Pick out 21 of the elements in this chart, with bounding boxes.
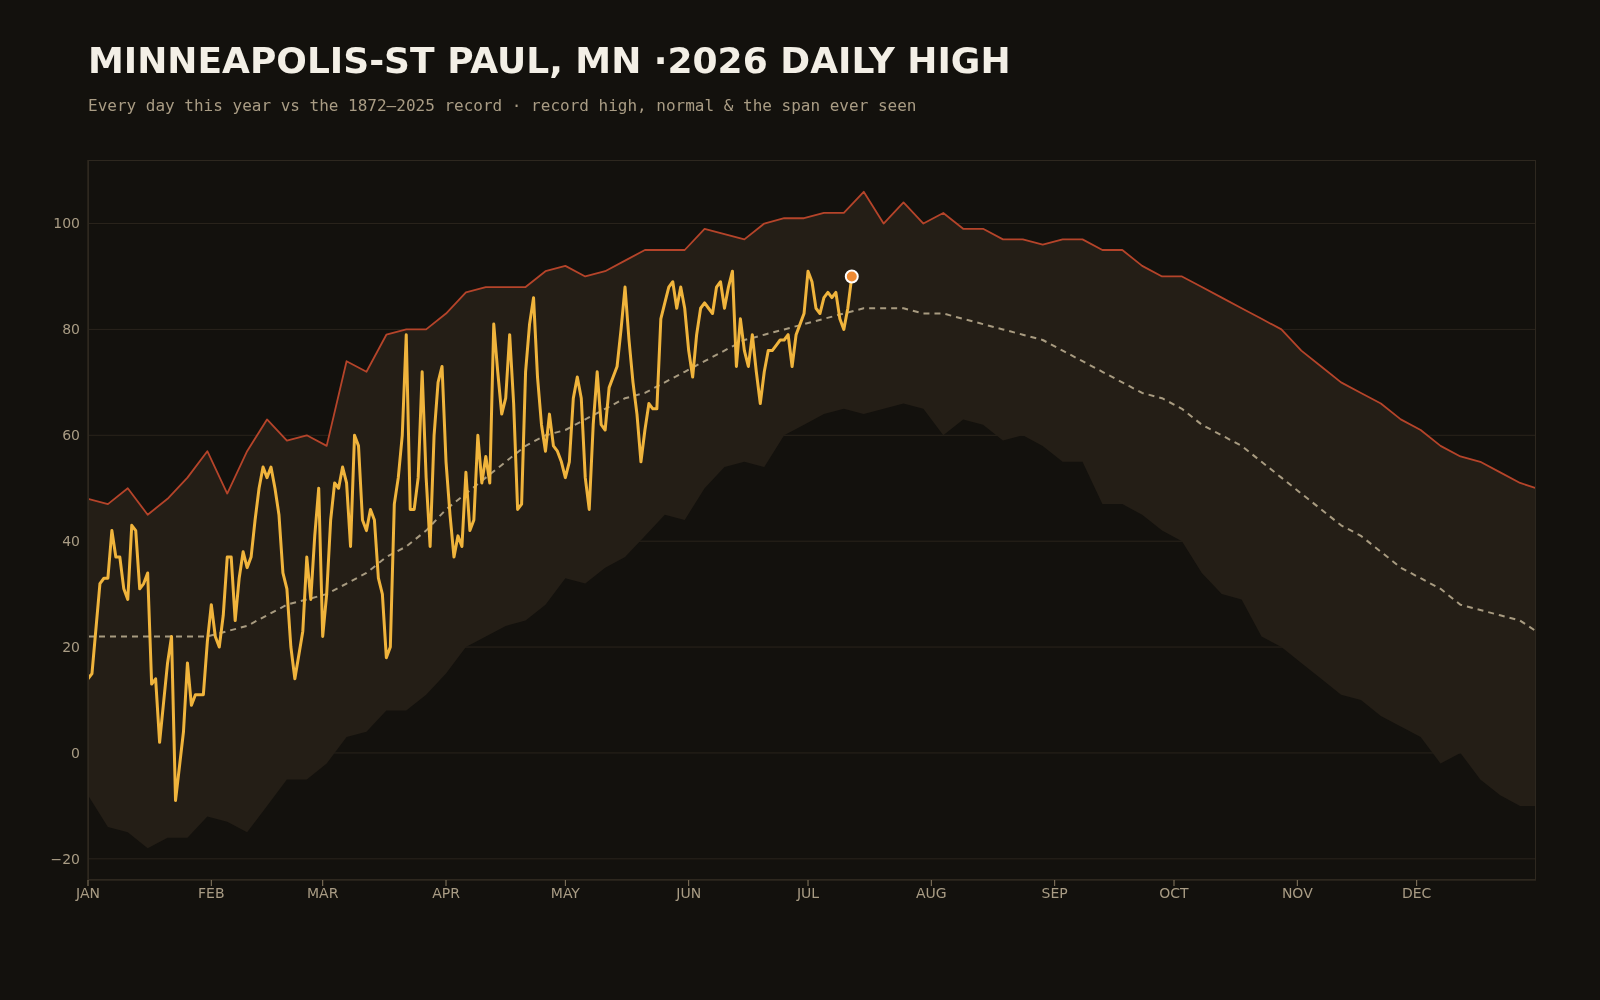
y-tick-label: 40 (62, 533, 80, 550)
x-tick-label: DEC (1401, 884, 1432, 901)
x-tick-label: MAR (307, 884, 339, 901)
x-tick-label: FEB (198, 884, 225, 901)
y-tick-label: 80 (62, 321, 80, 338)
y-tick-label: 20 (62, 639, 80, 656)
y-tick-label: 0 (71, 744, 80, 761)
y-tick-label: 60 (62, 427, 80, 444)
y-tick-label: −20 (50, 850, 80, 867)
x-tick-label: AUG (916, 884, 947, 901)
x-tick-label: SEP (1041, 884, 1068, 901)
x-tick-label: JAN (75, 884, 100, 901)
chart-title: MINNEAPOLIS-ST PAUL, MN ·2026 DAILY HIGH (88, 40, 1011, 81)
x-tick-label: JUN (675, 884, 702, 901)
x-tick-label: APR (432, 884, 461, 901)
x-tick-label: MAY (550, 884, 581, 901)
y-tick-label: 100 (53, 215, 80, 232)
x-tick-label: JUL (795, 884, 820, 901)
x-tick-label: OCT (1159, 884, 1190, 901)
chart-subtitle: Every day this year vs the 1872–2025 record · record high, normal & the span ever seen (88, 96, 917, 115)
x-tick-label: NOV (1281, 884, 1314, 901)
